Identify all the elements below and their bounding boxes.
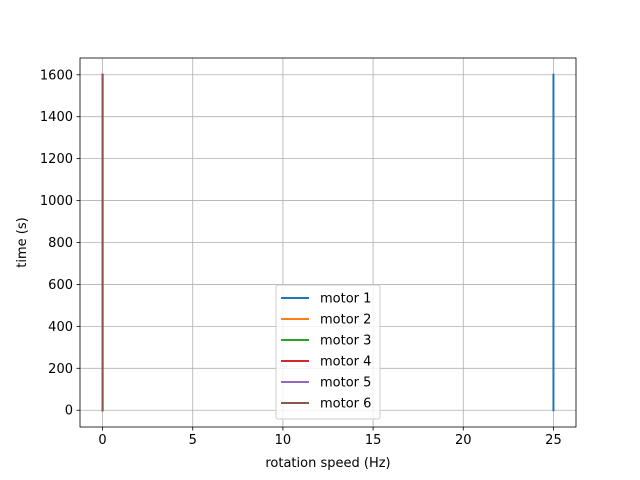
y-axis-label: time (s) (15, 217, 30, 267)
legend-label: motor 2 (320, 313, 371, 328)
x-tick-label: 5 (189, 433, 197, 448)
legend-label: motor 6 (320, 397, 371, 412)
legend-label: motor 1 (320, 292, 371, 307)
plot-series (101, 73, 555, 412)
y-tick-label: 1600 (40, 68, 73, 83)
x-tick-label: 15 (365, 433, 382, 448)
x-tick-label: 20 (455, 433, 472, 448)
y-tick-label: 1400 (40, 110, 73, 125)
x-axis-ticks: 0 5 10 15 20 25 (98, 427, 562, 448)
legend-label: motor 3 (320, 334, 371, 349)
x-tick-label: 0 (98, 433, 106, 448)
grid-lines (80, 58, 576, 427)
y-axis-ticks: 0 200 400 600 800 1000 1200 1400 1600 (40, 68, 80, 419)
x-tick-label: 10 (275, 433, 292, 448)
legend-label: motor 5 (320, 376, 371, 391)
x-tick-label: 25 (545, 433, 562, 448)
y-tick-label: 200 (48, 362, 73, 377)
y-tick-label: 800 (48, 236, 73, 251)
y-tick-label: 0 (65, 404, 73, 419)
y-tick-label: 1200 (40, 152, 73, 167)
x-axis-label: rotation speed (Hz) (265, 456, 390, 471)
y-tick-label: 600 (48, 278, 73, 293)
y-tick-label: 400 (48, 320, 73, 335)
y-tick-label: 1000 (40, 194, 73, 209)
legend: motor 1 motor 2 motor 3 motor 4 motor 5 motor… (275, 284, 381, 420)
legend-label: motor 4 (320, 355, 371, 370)
